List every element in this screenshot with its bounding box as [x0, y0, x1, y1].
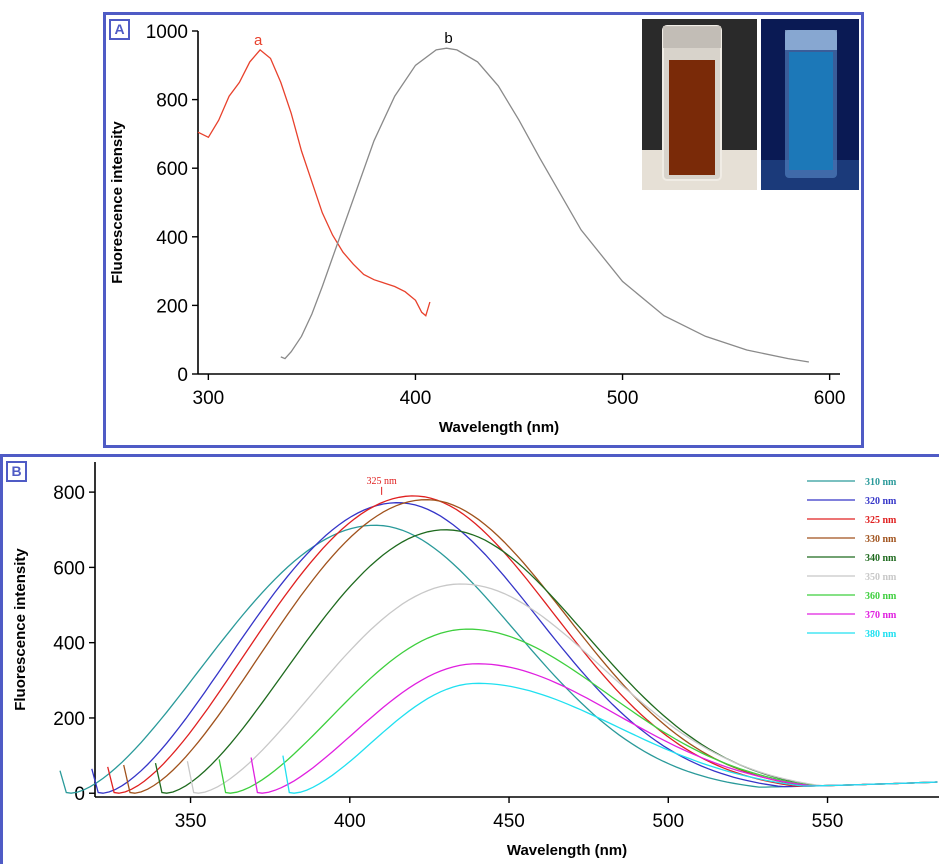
- chart-b-y-axis-title: Fluorescence intensity: [12, 548, 29, 711]
- chart-a-y-axis-title: Fluorescence intensity: [109, 121, 126, 284]
- chart-a-y-tick-label: 1000: [146, 22, 188, 43]
- panel-a: A: [103, 12, 864, 448]
- chart-b-y-tick-label: 600: [53, 558, 85, 579]
- chart-a-y-tick-label: 0: [177, 365, 188, 386]
- panel-b-label: B: [6, 461, 27, 482]
- chart-b-series-320-nm: [91, 502, 938, 794]
- chart-b-series-310-nm: [59, 524, 938, 794]
- chart-b-legend-label: 310 nm: [865, 477, 897, 488]
- chart-b-series-325-nm: [107, 495, 935, 794]
- chart-b-legend-label: 350 nm: [865, 572, 897, 583]
- chart-b-series-330-nm: [123, 499, 938, 794]
- chart-b-series-340-nm: [154, 529, 938, 794]
- chart-b-y-tick-label: 400: [53, 634, 85, 655]
- chart-b-x-tick-label: 400: [334, 811, 366, 832]
- chart-b-x-tick-label: 450: [493, 811, 525, 832]
- chart-b-x-tick-label: 550: [812, 811, 844, 832]
- chart-b-series-370-nm: [250, 663, 938, 794]
- chart-b-x-tick-label: 350: [175, 811, 207, 832]
- chart-a-x-tick-label: 600: [814, 388, 846, 409]
- chart-a-series-b: [280, 47, 810, 363]
- chart-a-y-tick-label: 400: [156, 228, 188, 249]
- chart-b-series-360-nm: [218, 628, 938, 794]
- chart-b-series-380-nm: [282, 682, 938, 794]
- chart-b-x-axis-title: Wavelength (nm): [507, 842, 627, 859]
- chart-a-y-tick-label: 800: [156, 91, 188, 112]
- chart-b-legend-label: 380 nm: [865, 629, 897, 640]
- chart-a-x-tick-label: 400: [400, 388, 432, 409]
- chart-a-x-tick-label: 300: [193, 388, 225, 409]
- chart-b-annotation: 325 nm: [367, 476, 398, 487]
- chart-a-y-tick-label: 200: [156, 296, 188, 317]
- chart-b-y-tick-label: 0: [74, 784, 85, 805]
- chart-b-legend-label: 320 nm: [865, 496, 897, 507]
- chart-b-legend-label: 370 nm: [865, 610, 897, 621]
- chart-a-series-label-a: a: [254, 32, 263, 49]
- chart-b-legend-label: 340 nm: [865, 553, 897, 564]
- chart-a-series-a: [197, 48, 431, 317]
- chart-b-legend-label: 330 nm: [865, 534, 897, 545]
- chart-a-x-axis-title: Wavelength (nm): [439, 419, 559, 436]
- chart-b-legend-label: 325 nm: [865, 515, 897, 526]
- chart-a-series-label-b: b: [444, 30, 452, 47]
- chart-b-y-tick-label: 800: [53, 483, 85, 504]
- panel-b: B: [0, 454, 939, 864]
- chart-b-legend-label: 360 nm: [865, 591, 897, 602]
- chart-a-y-tick-label: 600: [156, 159, 188, 180]
- chart-b-x-tick-label: 500: [652, 811, 684, 832]
- chart-a-x-tick-label: 500: [607, 388, 639, 409]
- panel-a-label: A: [109, 19, 130, 40]
- chart-b-series-350-nm: [186, 583, 938, 794]
- chart-b-y-tick-label: 200: [53, 709, 85, 730]
